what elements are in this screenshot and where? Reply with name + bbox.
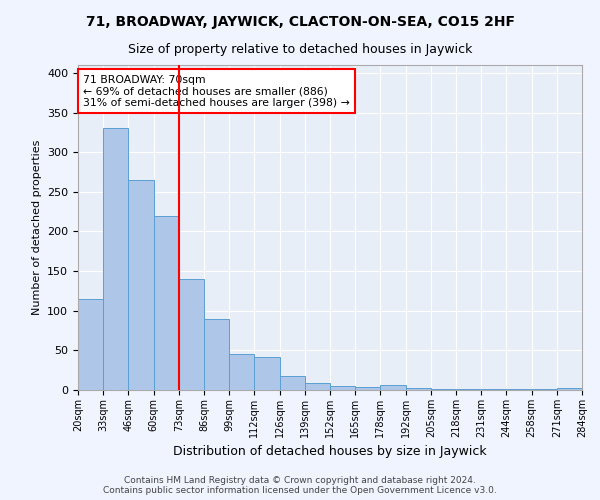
Bar: [456, 389, 481, 390]
Bar: [406, 388, 431, 390]
Bar: [330, 386, 355, 390]
Bar: [78, 299, 103, 390]
Bar: [481, 389, 506, 390]
Text: Size of property relative to detached houses in Jaywick: Size of property relative to detached ho…: [128, 42, 472, 56]
Bar: [532, 389, 557, 390]
X-axis label: Distribution of detached houses by size in Jaywick: Distribution of detached houses by size …: [173, 446, 487, 458]
Y-axis label: Number of detached properties: Number of detached properties: [32, 140, 41, 315]
Bar: [103, 128, 128, 390]
Text: 71, BROADWAY, JAYWICK, CLACTON-ON-SEA, CO15 2HF: 71, BROADWAY, JAYWICK, CLACTON-ON-SEA, C…: [86, 15, 515, 29]
Bar: [557, 388, 582, 390]
Bar: [506, 389, 532, 390]
Bar: [229, 354, 254, 390]
Bar: [431, 389, 456, 390]
Bar: [380, 385, 406, 390]
Bar: [355, 387, 380, 390]
Bar: [254, 356, 280, 390]
Bar: [128, 180, 154, 390]
Bar: [280, 376, 305, 390]
Bar: [204, 318, 229, 390]
Text: Contains HM Land Registry data © Crown copyright and database right 2024.
Contai: Contains HM Land Registry data © Crown c…: [103, 476, 497, 495]
Bar: [154, 216, 179, 390]
Text: 71 BROADWAY: 70sqm
← 69% of detached houses are smaller (886)
31% of semi-detach: 71 BROADWAY: 70sqm ← 69% of detached hou…: [83, 74, 350, 108]
Bar: [305, 383, 330, 390]
Bar: [179, 279, 204, 390]
